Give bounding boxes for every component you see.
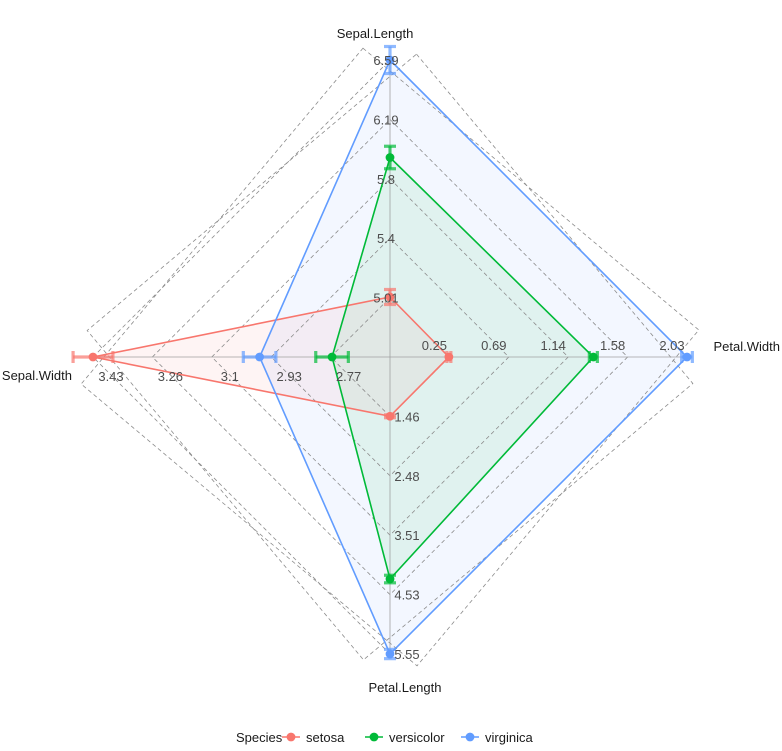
data-points (88, 55, 692, 659)
axis-title-petal-width: Petal.Width (714, 339, 780, 354)
tick-label-sepal-width: 2.93 (277, 369, 302, 384)
legend-title: Species (236, 730, 283, 745)
tick-label-petal-width: 2.03 (659, 338, 684, 353)
point-setosa-sepal-length (385, 292, 395, 302)
tick-label-sepal-length: 5.8 (377, 172, 395, 187)
point-setosa-petal-length (385, 411, 395, 421)
axis-title-sepal-width: Sepal.Width (2, 368, 72, 383)
legend-key-point-setosa (286, 732, 296, 742)
tick-label-petal-length: 1.46 (394, 409, 419, 424)
tick-label-sepal-width: 3.26 (158, 369, 183, 384)
point-virginica-petal-width (682, 352, 692, 362)
point-versicolor-petal-length (385, 574, 395, 584)
tick-label-petal-length: 5.55 (394, 647, 419, 662)
tick-label-petal-width: 0.69 (481, 338, 506, 353)
tick-label-sepal-length: 6.59 (373, 53, 398, 68)
tick-label-sepal-width: 3.43 (98, 369, 123, 384)
point-setosa-petal-width (444, 352, 454, 362)
point-versicolor-sepal-width (327, 352, 337, 362)
axis-title-petal-length: Petal.Length (368, 680, 441, 695)
series-fill-versicolor (332, 157, 594, 580)
tick-label-petal-length: 2.48 (394, 469, 419, 484)
point-virginica-sepal-length (385, 55, 395, 65)
legend-key-point-virginica (465, 732, 475, 742)
axis-title-sepal-length: Sepal.Length (337, 26, 414, 41)
tick-label-petal-width: 1.58 (600, 338, 625, 353)
tick-label-petal-width: 0.25 (422, 338, 447, 353)
legend: Species setosa versicolor virginica (236, 730, 533, 745)
tick-label-sepal-width: 2.77 (336, 369, 361, 384)
point-versicolor-petal-width (588, 352, 598, 362)
axis-titles: Sepal.Length Petal.Width Petal.Length Sepal… (2, 26, 780, 695)
tick-label-petal-width: 1.14 (541, 338, 566, 353)
legend-label-versicolor: versicolor (389, 730, 445, 745)
tick-label-sepal-length: 5.01 (373, 291, 398, 306)
tick-label-sepal-length: 6.19 (373, 112, 398, 127)
legend-label-setosa: setosa (306, 730, 345, 745)
legend-key-point-versicolor (369, 732, 379, 742)
point-virginica-petal-length (385, 649, 395, 659)
point-virginica-sepal-width (255, 352, 265, 362)
tick-labels: 5.01 5.4 5.8 6.19 6.59 0.25 0.69 1.14 1.58 2.03 1.… (98, 53, 684, 662)
tick-label-petal-length: 4.53 (394, 588, 419, 603)
grid-outer-frame-1 (80, 47, 700, 667)
tick-label-sepal-length: 5.4 (377, 231, 395, 246)
point-setosa-sepal-width (88, 352, 98, 362)
legend-label-virginica: virginica (485, 730, 533, 745)
tick-label-petal-length: 3.51 (394, 528, 419, 543)
tick-label-sepal-width: 3.1 (221, 369, 239, 384)
point-versicolor-sepal-length (385, 153, 395, 162)
